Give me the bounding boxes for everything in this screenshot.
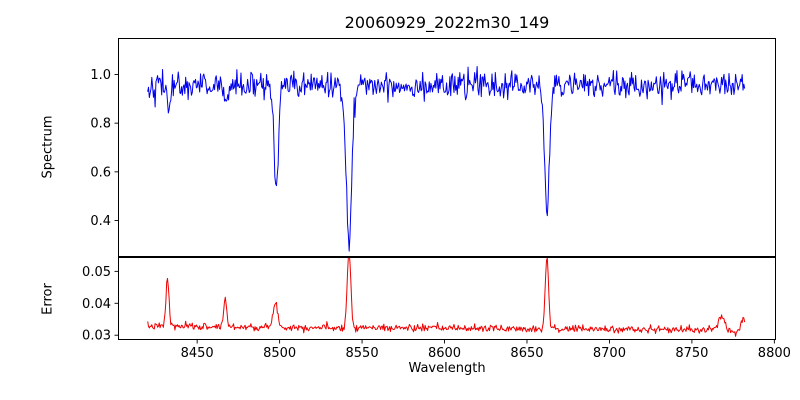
error-line <box>147 257 746 337</box>
x-tick-label: 8800 <box>758 346 791 361</box>
x-tick-label: 8550 <box>346 346 379 361</box>
x-tick-label: 8600 <box>428 346 461 361</box>
x-tick-label: 8750 <box>675 346 708 361</box>
error-y-tick-label: 0.03 <box>82 329 111 344</box>
spectrum-y-tick-label: 1.0 <box>90 68 111 83</box>
x-axis-label: Wavelength <box>408 361 486 376</box>
x-tick-label: 8650 <box>510 346 543 361</box>
spectrum-y-tick-label: 0.4 <box>90 214 111 229</box>
error-y-tick-label: 0.04 <box>82 297 111 312</box>
spectrum-y-tick-label: 0.8 <box>90 117 111 132</box>
spectrum-panel-frame <box>118 38 776 257</box>
error-y-tick-label: 0.05 <box>82 265 111 280</box>
spectrum-line <box>147 65 746 252</box>
x-tick-label: 8500 <box>263 346 296 361</box>
spectrum-y-tick-label: 0.6 <box>90 165 111 180</box>
x-tick-label: 8700 <box>593 346 626 361</box>
chart-title: 20060929_2022m30_149 <box>344 13 550 32</box>
x-tick-label: 8450 <box>181 346 214 361</box>
error-panel-frame <box>118 257 776 340</box>
